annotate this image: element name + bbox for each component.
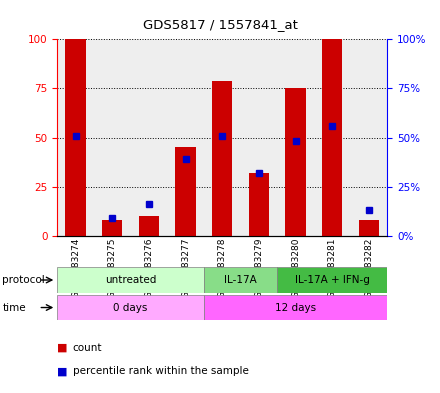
Text: IL-17A: IL-17A: [224, 275, 257, 285]
Text: 12 days: 12 days: [275, 303, 316, 312]
Bar: [212, 81, 232, 236]
Text: count: count: [73, 343, 102, 353]
Bar: [66, 39, 86, 236]
Bar: [57, 267, 204, 293]
Bar: [322, 39, 342, 236]
Text: protocol: protocol: [2, 275, 45, 285]
Bar: [204, 267, 277, 293]
Bar: [102, 220, 122, 236]
Bar: [57, 295, 204, 320]
Text: time: time: [2, 303, 26, 312]
Bar: [139, 216, 159, 236]
Bar: [204, 295, 387, 320]
Text: percentile rank within the sample: percentile rank within the sample: [73, 366, 249, 376]
Text: 0 days: 0 days: [114, 303, 148, 312]
Text: IL-17A + IFN-g: IL-17A + IFN-g: [295, 275, 370, 285]
Bar: [249, 173, 269, 236]
Bar: [277, 267, 387, 293]
Bar: [176, 147, 196, 236]
Bar: [359, 220, 379, 236]
Text: untreated: untreated: [105, 275, 156, 285]
Text: ■: ■: [57, 343, 68, 353]
Text: ■: ■: [57, 366, 68, 376]
Bar: [286, 88, 306, 236]
Text: GDS5817 / 1557841_at: GDS5817 / 1557841_at: [143, 18, 297, 31]
